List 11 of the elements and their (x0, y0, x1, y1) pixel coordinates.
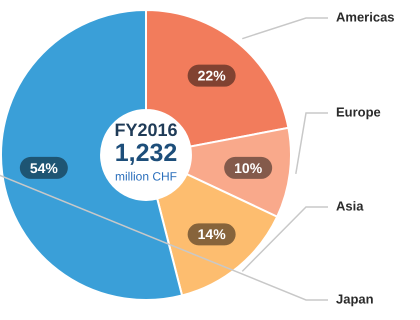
data-label: 54% (30, 160, 58, 176)
text: 1,232 (114, 138, 178, 167)
slice-label: Americas (336, 10, 395, 25)
text: FY2016 (114, 120, 178, 140)
slice-label: Europe (336, 104, 381, 120)
text: million CHF (114, 169, 178, 184)
data-label: 10% (234, 160, 263, 176)
data-label: 22% (198, 68, 226, 84)
data-label: 14% (198, 226, 226, 242)
slice-label: Japan (336, 292, 374, 307)
slice-label: Asia (336, 198, 364, 214)
